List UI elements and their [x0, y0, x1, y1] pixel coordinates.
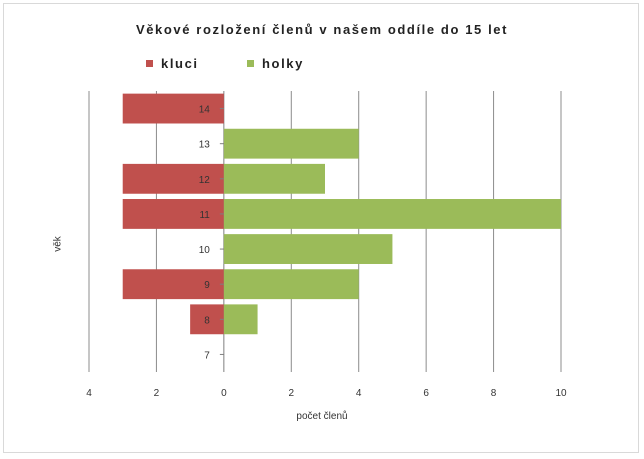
bar-holky-8 [223, 304, 258, 335]
chart-title: Věkové rozložení členů v našem oddíle do… [135, 22, 509, 37]
bar-kluci-14 [122, 93, 224, 124]
x-tick-label-4: 4 [356, 388, 362, 399]
y-tick-label-12: 12 [199, 175, 211, 186]
bar-holky-10 [223, 234, 393, 264]
y-tick-label-8: 8 [204, 315, 210, 326]
y-tick-label-13: 13 [199, 140, 211, 151]
bar-holky-9 [223, 269, 359, 300]
y-tick-label-14: 14 [199, 105, 211, 116]
x-tick-label-3: 2 [289, 388, 295, 399]
y-tick-label-10: 10 [199, 245, 211, 256]
legend-item-kluci: kluci [146, 56, 199, 71]
bar-holky-11 [223, 199, 561, 229]
bar-kluci-9 [122, 269, 224, 300]
y-axis-label: věk [52, 236, 64, 252]
legend-swatch-holky [247, 60, 254, 67]
x-tick-label-5: 6 [423, 388, 429, 399]
bar-kluci-8 [190, 304, 224, 335]
x-axis-label: počet členů [296, 411, 348, 422]
legend-item-holky: holky [247, 56, 304, 71]
bar-holky-12 [223, 163, 325, 194]
x-tick-label-1: 2 [154, 388, 160, 399]
legend-label-holky: holky [262, 56, 304, 71]
x-tick-label-2: 0 [221, 388, 227, 399]
bar-kluci-12 [122, 163, 224, 194]
x-tick-label-6: 8 [491, 388, 497, 399]
y-tick-label-7: 7 [204, 350, 210, 361]
legend-swatch-kluci [146, 60, 153, 67]
bar-kluci-11 [122, 199, 224, 229]
bar-holky-13 [223, 128, 359, 159]
x-tick-label-7: 10 [555, 388, 567, 399]
x-tick-label-0: 4 [86, 388, 92, 399]
y-tick-label-9: 9 [204, 280, 210, 291]
y-tick-label-11: 11 [199, 210, 210, 221]
legend-label-kluci: kluci [161, 56, 199, 71]
